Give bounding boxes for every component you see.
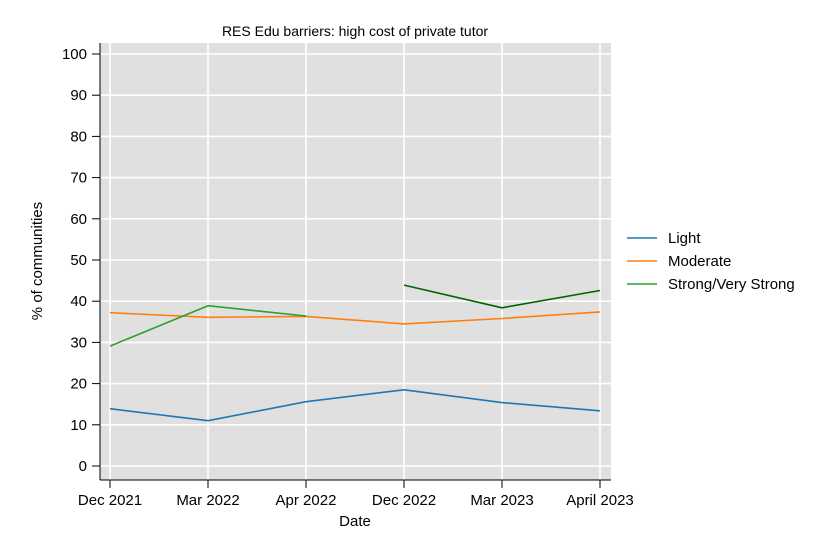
y-tick-label: 100 xyxy=(62,46,87,63)
series-line xyxy=(109,388,601,422)
y-tick-label: 0 xyxy=(79,458,87,475)
y-tick-label: 50 xyxy=(70,252,87,269)
grid-lines xyxy=(100,43,611,480)
axes: 0 10 20 30 40 50 60 70 80 90 100 Dec 2021 Mar 2022 Ap… xyxy=(62,43,634,509)
series-line-unlabeled xyxy=(403,284,601,309)
series-lines xyxy=(109,284,601,422)
chart-title: RES Edu barriers: high cost of private t… xyxy=(222,23,488,39)
legend-label: Strong/Very Strong xyxy=(668,276,795,293)
y-tick-label: 40 xyxy=(70,293,87,310)
legend: Light Moderate Strong/Very Strong xyxy=(627,230,795,293)
y-axis-label: % of communities xyxy=(29,202,46,320)
y-tick-label: 60 xyxy=(70,211,87,228)
series-line xyxy=(109,311,601,325)
x-tick-label: Apr 2022 xyxy=(276,492,337,509)
x-tick-label: Dec 2022 xyxy=(372,492,436,509)
x-axis-label: Date xyxy=(339,513,371,530)
y-tick-label: 90 xyxy=(70,87,87,104)
y-tick-label: 80 xyxy=(70,128,87,145)
series-line xyxy=(109,304,307,347)
y-tick-label: 30 xyxy=(70,334,87,351)
legend-label: Light xyxy=(668,230,701,247)
legend-label: Moderate xyxy=(668,253,731,270)
x-tick-label: Dec 2021 xyxy=(78,492,142,509)
y-tick-label: 20 xyxy=(70,376,87,393)
plot-area xyxy=(100,43,611,480)
x-tick-label: April 2023 xyxy=(566,492,634,509)
x-tick-label: Mar 2022 xyxy=(176,492,239,509)
x-tick-label: Mar 2023 xyxy=(470,492,533,509)
y-tick-label: 10 xyxy=(70,417,87,434)
y-tick-label: 70 xyxy=(70,170,87,187)
